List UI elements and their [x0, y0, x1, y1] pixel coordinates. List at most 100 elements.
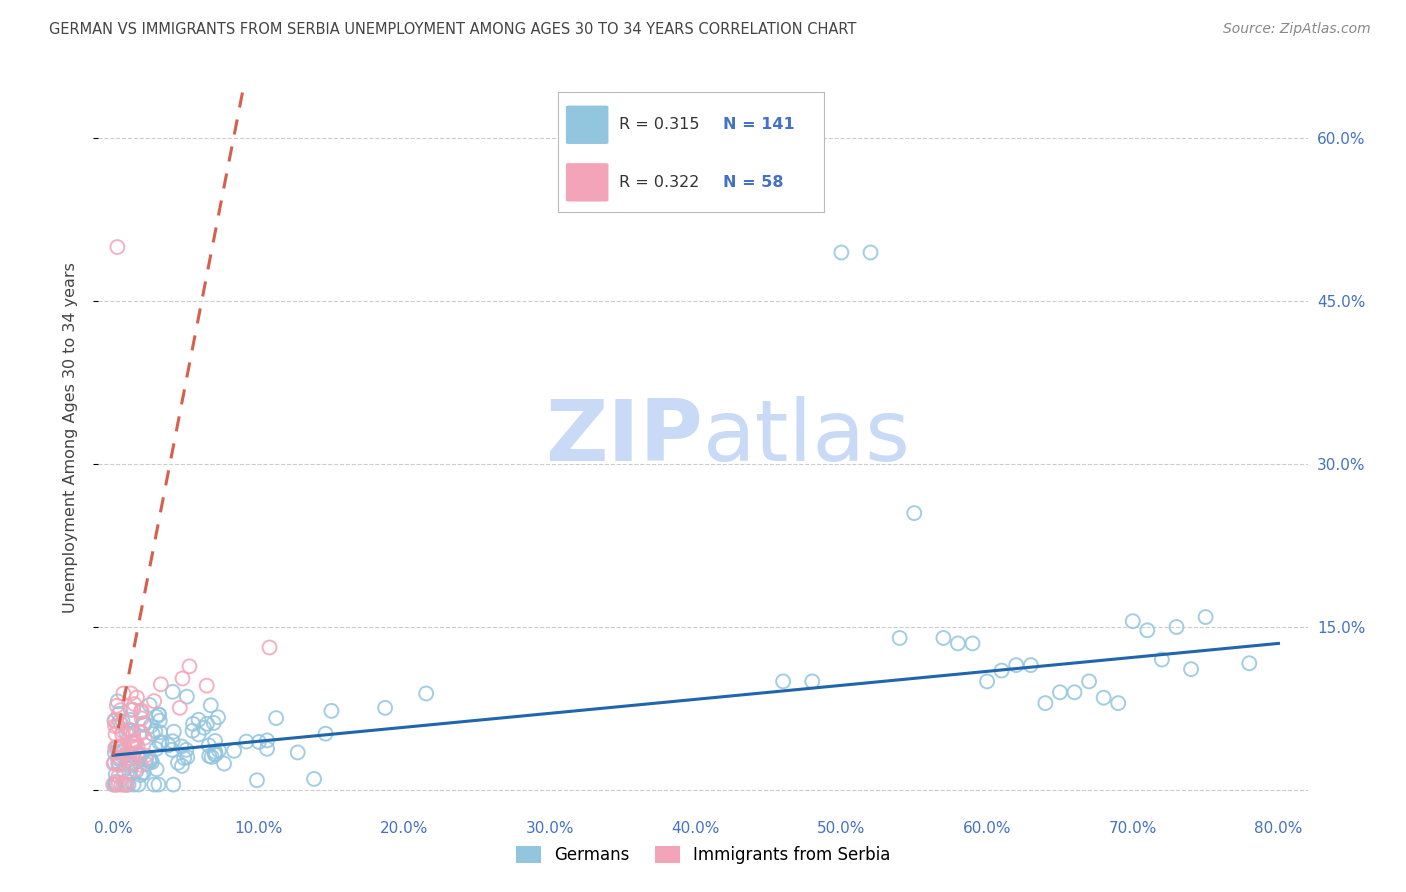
Point [114, 778, 136, 792]
Point [208, 743, 231, 757]
Point [111, 744, 134, 758]
Point [264, 711, 287, 725]
Point [107, 778, 129, 792]
Point [122, 749, 145, 764]
Point [321, 704, 343, 718]
Point [127, 739, 149, 754]
Point [976, 674, 998, 689]
Point [103, 778, 125, 792]
Point [889, 631, 911, 645]
Point [173, 751, 195, 765]
Point [145, 710, 167, 724]
Text: GERMAN VS IMMIGRANTS FROM SERBIA UNEMPLOYMENT AMONG AGES 30 TO 34 YEARS CORRELAT: GERMAN VS IMMIGRANTS FROM SERBIA UNEMPLO… [49, 22, 856, 37]
Point [990, 664, 1012, 678]
Point [181, 717, 204, 731]
Point [105, 698, 128, 713]
Point [1107, 696, 1129, 710]
Point [859, 245, 882, 260]
Point [104, 767, 127, 781]
Point [105, 240, 128, 254]
Point [195, 679, 218, 693]
Point [162, 685, 184, 699]
Point [131, 726, 153, 740]
Point [138, 754, 160, 768]
Point [204, 747, 226, 762]
Point [247, 735, 270, 749]
Point [115, 778, 138, 792]
Point [801, 674, 824, 689]
Point [110, 778, 132, 792]
Point [714, 147, 737, 161]
Text: Source: ZipAtlas.com: Source: ZipAtlas.com [1223, 22, 1371, 37]
Point [107, 694, 129, 708]
Point [128, 778, 150, 792]
Point [143, 778, 166, 792]
Point [121, 729, 143, 743]
Point [143, 724, 166, 739]
Point [122, 735, 145, 749]
Point [121, 739, 143, 754]
Point [195, 716, 218, 731]
Point [374, 701, 396, 715]
Point [302, 772, 325, 786]
Point [176, 690, 198, 704]
Point [108, 714, 131, 729]
Point [118, 751, 141, 765]
Point [104, 714, 127, 728]
Point [120, 747, 142, 761]
Point [129, 768, 152, 782]
Point [222, 744, 245, 758]
Point [1063, 685, 1085, 699]
Point [124, 763, 146, 777]
Point [124, 735, 146, 749]
Point [117, 778, 139, 792]
Point [148, 735, 170, 749]
Point [415, 686, 437, 700]
Point [139, 755, 162, 769]
Point [170, 739, 193, 754]
Point [125, 690, 148, 705]
Point [110, 703, 132, 717]
Point [157, 739, 180, 753]
Point [176, 743, 198, 757]
Point [149, 677, 172, 691]
Point [315, 727, 337, 741]
Point [107, 769, 129, 783]
Point [107, 739, 129, 754]
Point [122, 726, 145, 740]
Point [204, 747, 226, 762]
Point [150, 735, 173, 749]
Point [160, 743, 183, 757]
Point [128, 747, 150, 761]
Point [127, 745, 149, 759]
Point [145, 742, 167, 756]
Point [142, 727, 165, 741]
Point [287, 746, 309, 760]
Point [246, 773, 269, 788]
Point [946, 636, 969, 650]
Point [121, 756, 143, 771]
Point [830, 245, 852, 260]
Point [125, 764, 148, 778]
Point [107, 706, 129, 721]
Point [259, 640, 281, 655]
Point [107, 719, 129, 733]
Point [204, 734, 226, 748]
Point [1122, 614, 1144, 628]
Point [1150, 652, 1173, 666]
Point [121, 735, 143, 749]
Point [1078, 674, 1101, 689]
Point [932, 631, 955, 645]
Point [179, 659, 201, 673]
Point [207, 710, 229, 724]
Point [131, 765, 153, 780]
Point [112, 686, 135, 700]
Point [111, 739, 134, 753]
Point [149, 714, 172, 728]
Point [120, 723, 142, 737]
Point [117, 748, 139, 763]
Point [198, 749, 221, 764]
Point [105, 739, 128, 754]
Point [129, 748, 152, 763]
Point [1033, 696, 1056, 710]
